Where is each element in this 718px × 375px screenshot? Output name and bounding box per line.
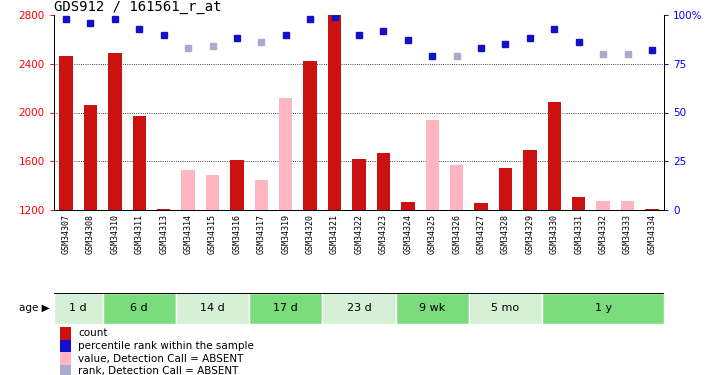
Bar: [230, 160, 243, 210]
Text: GSM34319: GSM34319: [281, 214, 290, 254]
Bar: [206, 175, 219, 210]
Text: GSM34332: GSM34332: [599, 214, 607, 254]
Bar: [103, 292, 176, 324]
Bar: [548, 102, 561, 210]
Bar: [176, 292, 249, 324]
Text: rank, Detection Call = ABSENT: rank, Detection Call = ABSENT: [78, 366, 238, 375]
Text: age ▶: age ▶: [19, 303, 50, 313]
Bar: [645, 209, 658, 210]
Text: 6 d: 6 d: [131, 303, 148, 313]
Text: GSM34314: GSM34314: [184, 214, 192, 254]
Text: 1 d: 1 d: [70, 303, 87, 313]
Text: GSM34311: GSM34311: [135, 214, 144, 254]
Bar: [60, 352, 71, 365]
Bar: [328, 15, 341, 210]
Text: GSM34315: GSM34315: [208, 214, 217, 254]
Bar: [133, 116, 146, 210]
Bar: [469, 292, 542, 324]
Text: GSM34325: GSM34325: [428, 214, 437, 254]
Text: GSM34326: GSM34326: [452, 214, 461, 254]
Bar: [572, 196, 585, 210]
Text: count: count: [78, 328, 108, 339]
Bar: [279, 98, 292, 210]
Bar: [60, 327, 71, 340]
Bar: [475, 202, 488, 210]
Text: 1 y: 1 y: [595, 303, 612, 313]
Text: 17 d: 17 d: [274, 303, 298, 313]
Bar: [108, 53, 121, 210]
Bar: [396, 292, 469, 324]
Text: GSM34328: GSM34328: [501, 214, 510, 254]
Text: GSM34329: GSM34329: [526, 214, 534, 254]
Bar: [426, 120, 439, 210]
Bar: [621, 201, 634, 210]
Text: GSM34316: GSM34316: [233, 214, 241, 254]
Text: GSM34333: GSM34333: [623, 214, 632, 254]
Bar: [499, 168, 512, 210]
Bar: [54, 292, 103, 324]
Text: GDS912 / 161561_r_at: GDS912 / 161561_r_at: [54, 0, 221, 14]
Text: GSM34321: GSM34321: [330, 214, 339, 254]
Bar: [157, 209, 170, 210]
Bar: [523, 150, 536, 210]
Bar: [84, 105, 97, 210]
Bar: [249, 292, 322, 324]
Text: GSM34331: GSM34331: [574, 214, 583, 254]
Text: percentile rank within the sample: percentile rank within the sample: [78, 341, 254, 351]
Bar: [450, 165, 463, 210]
Text: 14 d: 14 d: [200, 303, 225, 313]
Bar: [597, 201, 610, 210]
Text: GSM34308: GSM34308: [86, 214, 95, 254]
Text: GSM34330: GSM34330: [550, 214, 559, 254]
Bar: [542, 292, 664, 324]
Bar: [255, 180, 268, 210]
Bar: [304, 61, 317, 210]
Text: GSM34323: GSM34323: [379, 214, 388, 254]
Text: GSM34317: GSM34317: [257, 214, 266, 254]
Text: 23 d: 23 d: [347, 303, 371, 313]
Bar: [60, 57, 73, 210]
Text: 9 wk: 9 wk: [419, 303, 445, 313]
Bar: [353, 159, 365, 210]
Text: GSM34322: GSM34322: [355, 214, 363, 254]
Text: GSM34334: GSM34334: [648, 214, 656, 254]
Text: GSM34307: GSM34307: [62, 214, 70, 254]
Text: GSM34310: GSM34310: [111, 214, 119, 254]
Bar: [401, 202, 414, 210]
Bar: [182, 170, 195, 210]
Bar: [60, 340, 71, 352]
Text: GSM34320: GSM34320: [306, 214, 314, 254]
Bar: [377, 153, 390, 210]
Bar: [322, 292, 396, 324]
Bar: [60, 365, 71, 375]
Text: GSM34327: GSM34327: [477, 214, 485, 254]
Text: GSM34324: GSM34324: [404, 214, 412, 254]
Text: GSM34313: GSM34313: [159, 214, 168, 254]
Text: value, Detection Call = ABSENT: value, Detection Call = ABSENT: [78, 354, 243, 364]
Text: 5 mo: 5 mo: [491, 303, 520, 313]
